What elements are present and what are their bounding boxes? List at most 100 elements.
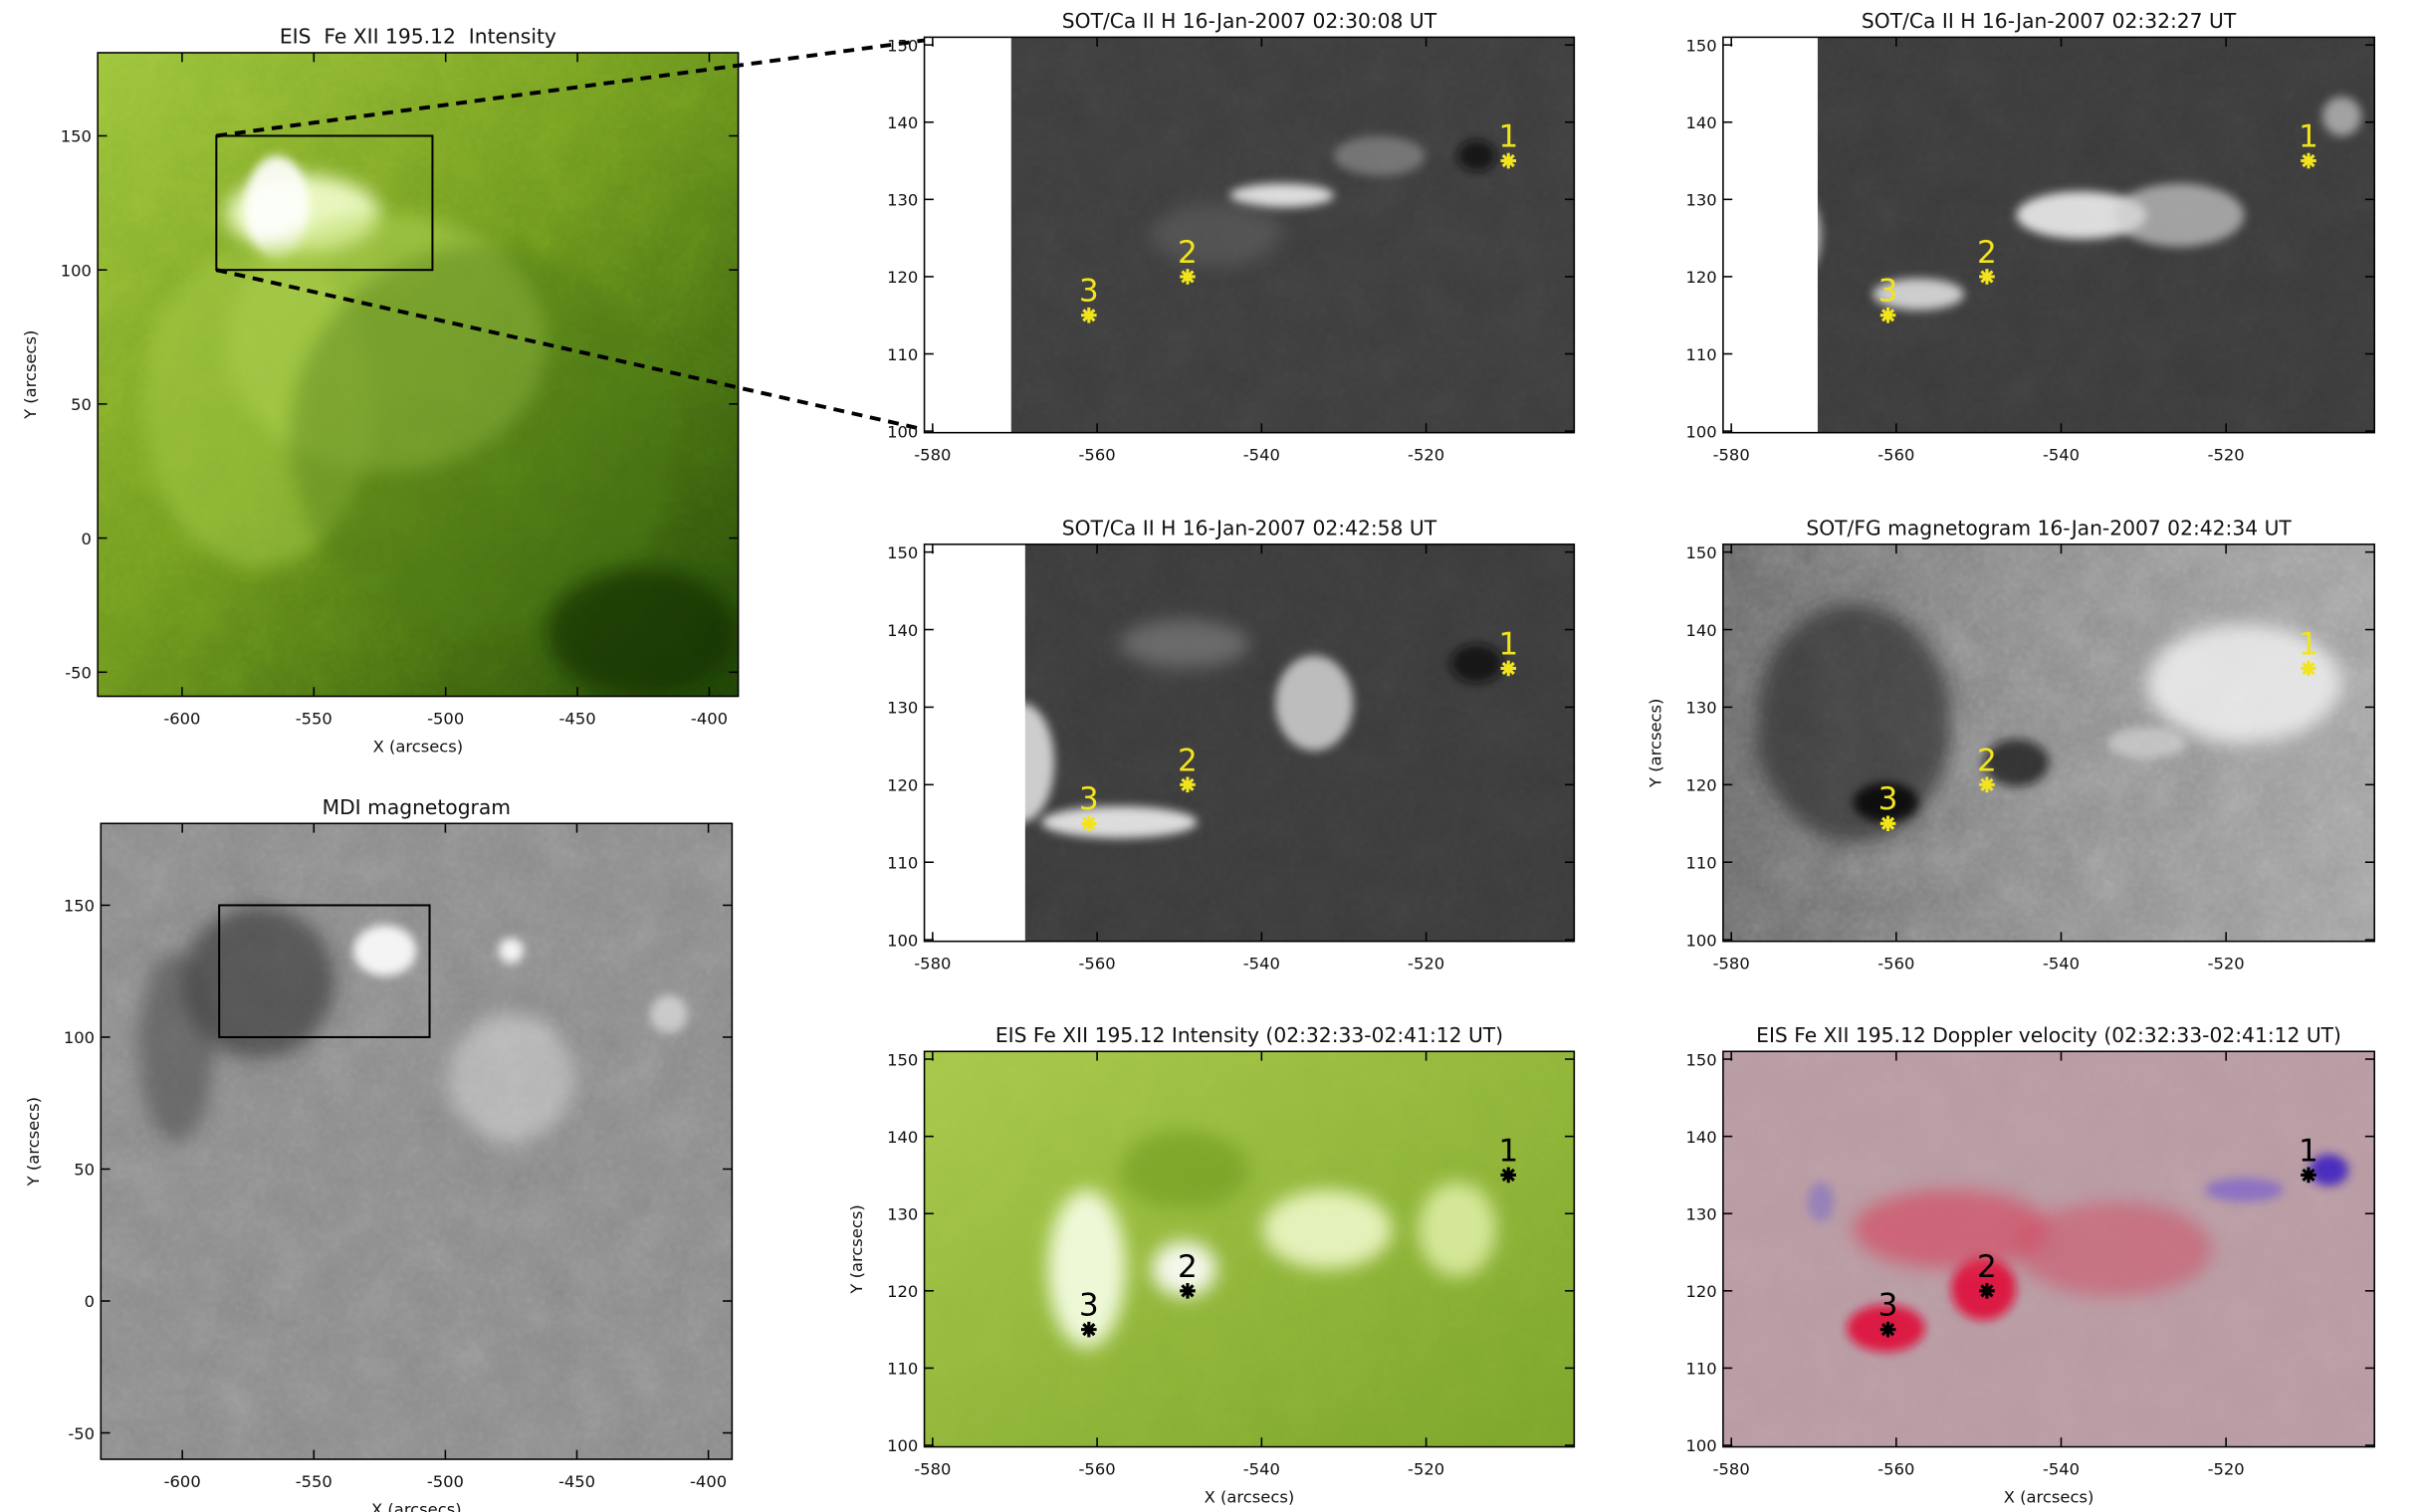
panel-title: EIS Fe XII 195.12 Intensity xyxy=(280,25,556,49)
marker: 1 xyxy=(1498,626,1518,677)
marker-label: 2 xyxy=(1977,1249,1997,1285)
marker: 2 xyxy=(1977,743,1997,793)
image-feature xyxy=(2113,183,2245,247)
image-feature xyxy=(1807,1182,1835,1222)
marker-label: 2 xyxy=(1178,235,1198,271)
image-feature xyxy=(1119,619,1249,668)
x-tick-label: -500 xyxy=(427,1472,464,1491)
image-feature xyxy=(649,994,688,1034)
panel: EIS Fe XII 195.12 Doppler velocity (02:3… xyxy=(1685,1023,2376,1507)
marker: 3 xyxy=(1079,1288,1099,1338)
y-tick-label: 110 xyxy=(887,1360,918,1379)
y-tick-label: 120 xyxy=(887,1282,918,1301)
y-tick-label: 140 xyxy=(887,113,918,132)
y-tick-label: 110 xyxy=(887,345,918,364)
x-tick-label: -560 xyxy=(1079,955,1116,973)
zoom-connector xyxy=(215,268,925,432)
x-tick-label: -550 xyxy=(296,1472,332,1491)
x-tick-label: -600 xyxy=(163,710,200,729)
no-data-region xyxy=(1722,37,1818,433)
x-tick-label: -580 xyxy=(1713,1460,1750,1479)
x-tick-label: -560 xyxy=(1079,446,1116,465)
marker-star xyxy=(1879,1321,1896,1338)
marker-label: 1 xyxy=(1498,119,1518,155)
image-feature xyxy=(2016,1201,2212,1297)
y-tick-label: 110 xyxy=(1685,345,1716,364)
y-axis-label: Y (arcsecs) xyxy=(21,330,40,420)
marker-label: 3 xyxy=(1878,781,1898,817)
y-tick-label: 110 xyxy=(887,853,918,872)
x-tick-label: -540 xyxy=(1243,1460,1280,1479)
y-tick-label: 100 xyxy=(887,1436,918,1455)
y-tick-label: 120 xyxy=(1685,268,1716,287)
image-feature xyxy=(448,1013,574,1142)
plot-frame xyxy=(923,36,1576,434)
y-tick-label: 120 xyxy=(887,776,918,795)
marker-star xyxy=(2301,152,2316,169)
image-feature xyxy=(1262,1189,1393,1269)
y-tick-label: 50 xyxy=(74,1161,95,1180)
y-tick-label: 0 xyxy=(85,1292,95,1311)
y-axis-label: Y (arcsecs) xyxy=(847,1204,866,1294)
marker-star xyxy=(2301,1167,2316,1184)
marker: 1 xyxy=(2299,119,2318,169)
marker-star xyxy=(1180,776,1196,793)
marker: 3 xyxy=(1079,781,1099,832)
region-box xyxy=(218,904,431,1038)
marker-label: 3 xyxy=(1079,781,1099,817)
y-tick-label: 140 xyxy=(887,621,918,640)
image-feature xyxy=(1275,655,1354,752)
y-tick-label: 100 xyxy=(64,1028,95,1047)
y-tick-label: 140 xyxy=(1685,1128,1716,1147)
image-feature xyxy=(2146,623,2342,744)
marker: 3 xyxy=(1878,274,1897,324)
x-axis-label: X (arcsecs) xyxy=(2004,1488,2094,1507)
panel: SOT/Ca II H 16-Jan-2007 02:42:58 UT -580 -… xyxy=(887,516,1576,973)
y-tick-label: 150 xyxy=(1685,543,1716,562)
marker: 1 xyxy=(2299,1133,2318,1184)
zoom-connector xyxy=(216,38,925,138)
x-tick-label: -450 xyxy=(559,710,596,729)
marker-label: 1 xyxy=(2299,119,2318,155)
image-feature xyxy=(245,155,310,259)
x-tick-label: -540 xyxy=(2043,1460,2080,1479)
image xyxy=(924,37,1575,433)
marker-star xyxy=(1979,776,1995,793)
image-feature xyxy=(2106,727,2186,759)
y-tick-label: 110 xyxy=(1685,1360,1716,1379)
image xyxy=(924,1051,1575,1447)
marker-star xyxy=(1879,815,1896,832)
marker: 2 xyxy=(1178,1249,1198,1299)
marker-star xyxy=(1500,152,1517,169)
plot-frame xyxy=(1722,1050,2376,1448)
y-tick-label: 140 xyxy=(1685,113,1716,132)
panel-title: SOT/Ca II H 16-Jan-2007 02:30:08 UT xyxy=(1062,9,1437,33)
marker-star xyxy=(1180,1283,1196,1299)
image-feature xyxy=(1047,1189,1126,1349)
y-tick-label: 100 xyxy=(61,261,92,280)
y-tick-label: 150 xyxy=(61,127,92,146)
image-grain xyxy=(101,823,733,1460)
marker: 3 xyxy=(1878,781,1898,832)
image xyxy=(101,823,733,1460)
x-tick-label: -580 xyxy=(914,955,951,973)
x-tick-label: -520 xyxy=(1408,1460,1444,1479)
image xyxy=(1722,543,2375,942)
marker: 2 xyxy=(1977,235,1997,285)
x-axis-label: X (arcsecs) xyxy=(371,1500,462,1512)
image-feature xyxy=(2309,1154,2349,1187)
y-tick-label: 150 xyxy=(64,897,95,916)
y-tick-label: 100 xyxy=(1685,422,1716,441)
image-feature xyxy=(182,906,334,1059)
marker: 1 xyxy=(2299,626,2318,677)
y-tick-label: 130 xyxy=(887,191,918,210)
image-feature xyxy=(138,951,215,1142)
image-feature xyxy=(546,567,739,697)
y-tick-label: 150 xyxy=(887,1050,918,1069)
plot-frame xyxy=(97,52,740,698)
marker-star xyxy=(2301,660,2316,677)
panel-title: SOT/Ca II H 16-Jan-2007 02:32:27 UT xyxy=(1862,9,2237,33)
plot-frame xyxy=(923,1050,1576,1448)
x-tick-label: -540 xyxy=(1243,955,1280,973)
